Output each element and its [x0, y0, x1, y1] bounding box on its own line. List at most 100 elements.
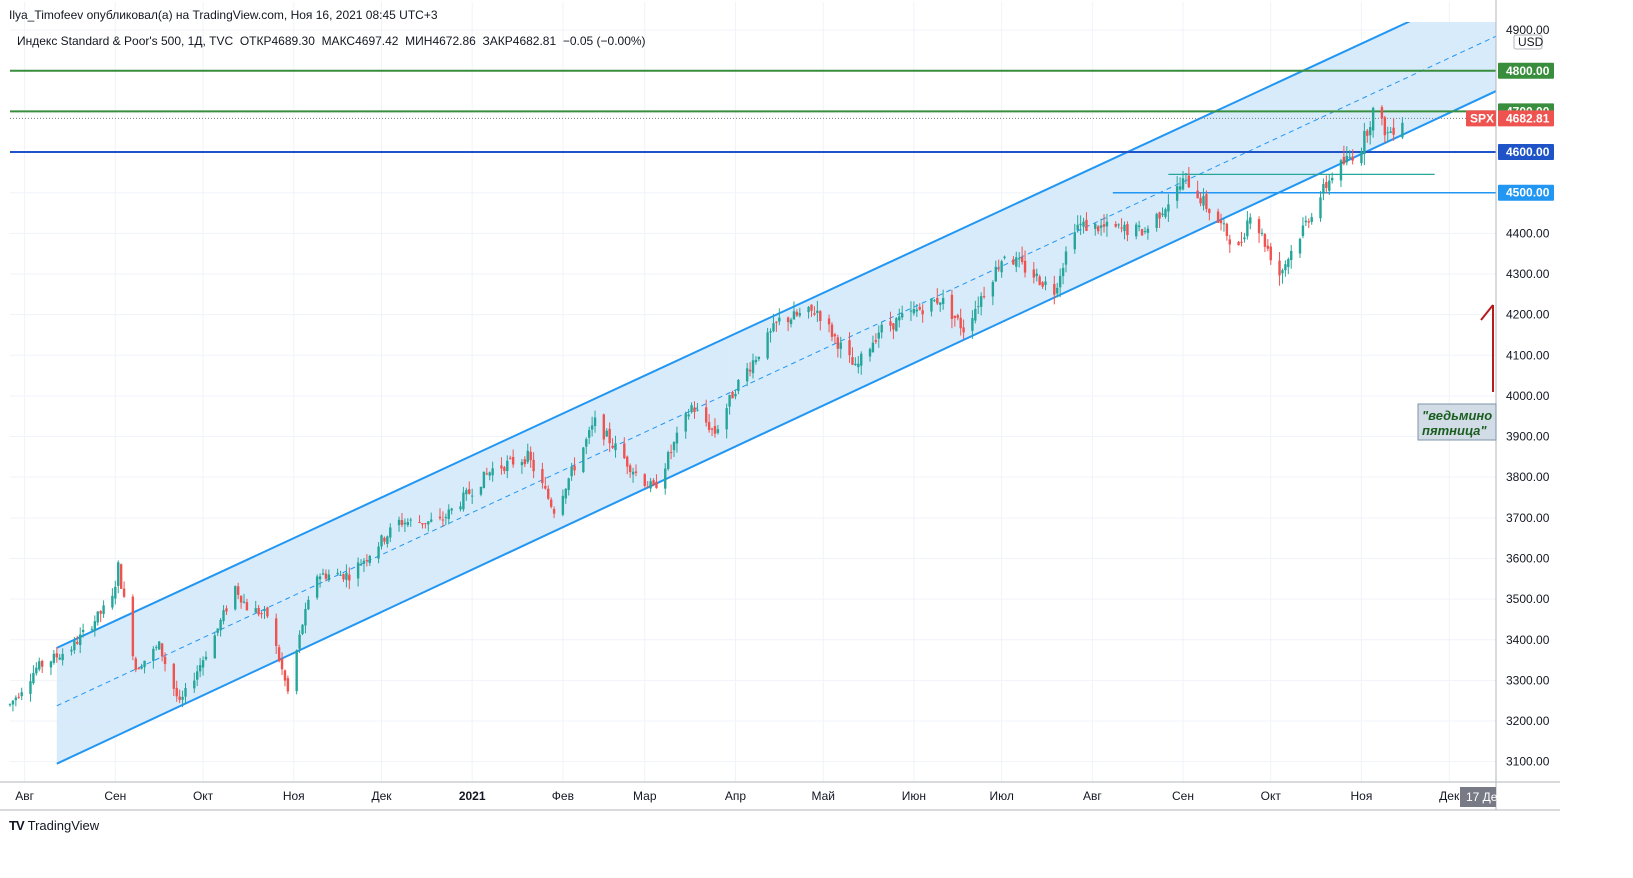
candle-body — [509, 457, 512, 459]
candle-body — [854, 363, 857, 366]
candle-body — [389, 527, 392, 538]
candle-body — [1146, 228, 1150, 233]
time-tick-label: Авг — [1083, 789, 1102, 803]
candle-body — [1319, 197, 1322, 219]
candle-body — [892, 323, 895, 330]
candle-body — [216, 628, 219, 633]
candle-body — [76, 641, 79, 644]
candle-body — [523, 459, 527, 465]
candle-body — [798, 313, 802, 316]
time-tick-label: Апр — [725, 789, 747, 803]
candle-body — [201, 660, 205, 668]
candle-body — [623, 443, 626, 459]
candle-body — [772, 323, 775, 332]
low-value: 4672.86 — [432, 34, 476, 48]
candle-body — [655, 481, 658, 489]
candle-body — [941, 297, 945, 304]
candle-body — [1369, 127, 1372, 136]
candle-body — [114, 586, 117, 599]
candle-body — [38, 661, 41, 670]
price-tick-label: 4900.00 — [1506, 23, 1550, 37]
candle-body — [280, 658, 284, 670]
candle-body — [1096, 226, 1100, 232]
candle-body — [813, 313, 816, 315]
horizontal-levels[interactable] — [10, 69, 1496, 194]
candle-body — [1117, 224, 1120, 226]
candle-body — [939, 302, 942, 305]
candle-body — [1202, 195, 1205, 206]
time-axis[interactable]: Авг Сен Окт Ноя Дек 2021 Фев Мар Апр Май Июн Июл Авг… — [0, 781, 1560, 811]
candle-body — [1099, 225, 1103, 228]
last-price-tag: 4682.81 — [1498, 110, 1554, 127]
candle-body — [365, 560, 369, 562]
candle-body — [219, 619, 222, 631]
candle-body — [982, 296, 986, 298]
close-label: ЗАКР — [482, 34, 513, 48]
candle-body — [1284, 264, 1287, 271]
candle-body — [634, 471, 638, 473]
candle-body — [318, 576, 322, 580]
candle-body — [52, 653, 56, 663]
candle-body — [704, 407, 708, 423]
price-axis[interactable]: 4900.004800.004700.004600.004500.004400.… — [1466, 0, 1554, 810]
candle-body — [728, 394, 731, 407]
candle-body — [974, 308, 977, 321]
candle-body — [1094, 223, 1097, 229]
candle-body — [1017, 258, 1021, 260]
price-tick-label: 4200.00 — [1506, 308, 1550, 322]
candle-body — [1023, 260, 1027, 273]
candle-body — [930, 298, 933, 312]
candle-body — [1085, 219, 1088, 231]
candle-body — [766, 332, 769, 359]
candle-body — [424, 523, 427, 525]
candle-body — [649, 481, 652, 489]
candle-body — [511, 456, 515, 465]
candle-body — [55, 653, 59, 658]
candle-body — [1032, 269, 1036, 278]
candle-body — [49, 661, 53, 668]
tradingview-brand[interactable]: TV TradingView — [9, 818, 99, 833]
candle-body — [1240, 241, 1243, 243]
candle-body — [757, 356, 761, 360]
candle-body — [470, 495, 474, 497]
candle-body — [447, 509, 450, 520]
candle-body — [778, 317, 781, 322]
candle-body — [359, 564, 363, 566]
candle-body — [933, 300, 936, 302]
level-tag-4500.00-bg — [1498, 184, 1554, 201]
candle-body — [409, 519, 412, 521]
candle-body — [950, 294, 954, 320]
candle-body — [380, 535, 383, 547]
time-tick-label: Авг — [15, 789, 34, 803]
candle-body — [836, 337, 840, 349]
candle-body — [1137, 225, 1141, 228]
candle-body — [239, 595, 243, 603]
candle-body — [1304, 220, 1308, 223]
candle-body — [260, 613, 263, 615]
time-tick-label: 2021 — [459, 789, 486, 803]
candle-body — [421, 523, 424, 525]
regression-channel[interactable] — [56, 0, 1496, 765]
price-series — [8, 105, 1404, 712]
cursor-date-group: 17 Де — [1460, 787, 1498, 807]
candle-body — [526, 450, 529, 463]
candle-body — [684, 413, 687, 432]
candle-body — [839, 342, 842, 349]
candle-body — [1371, 108, 1375, 131]
candle-body — [1158, 212, 1161, 219]
candle-body — [204, 656, 208, 660]
candle-body — [646, 486, 649, 488]
symbol-tag-bg — [1466, 110, 1496, 127]
candle-body — [652, 480, 655, 485]
candle-body — [830, 324, 834, 337]
candle-body — [713, 426, 717, 434]
candle-body — [213, 635, 216, 659]
price-tick-label: 4000.00 — [1506, 389, 1550, 403]
callout-line-1: "ведьмино — [1422, 408, 1492, 423]
candle-body — [117, 562, 120, 586]
price-tick-label: 3400.00 — [1506, 633, 1550, 647]
candle-body — [895, 318, 898, 332]
level-tag-4600.00: 4600.00 — [1498, 144, 1554, 161]
candle-body — [979, 296, 983, 307]
